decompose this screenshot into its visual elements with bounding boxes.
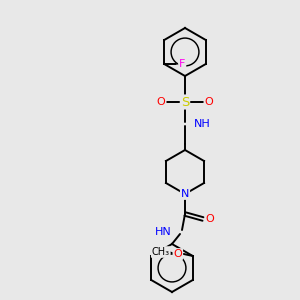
Text: O: O	[157, 97, 165, 107]
Text: O: O	[205, 97, 213, 107]
Text: HN: HN	[155, 227, 172, 237]
Text: N: N	[181, 189, 189, 199]
Text: F: F	[179, 59, 185, 69]
Text: CH₃: CH₃	[152, 247, 170, 257]
Text: O: O	[173, 249, 182, 259]
Text: O: O	[206, 214, 214, 224]
Text: NH: NH	[194, 119, 211, 129]
Text: S: S	[181, 95, 189, 109]
